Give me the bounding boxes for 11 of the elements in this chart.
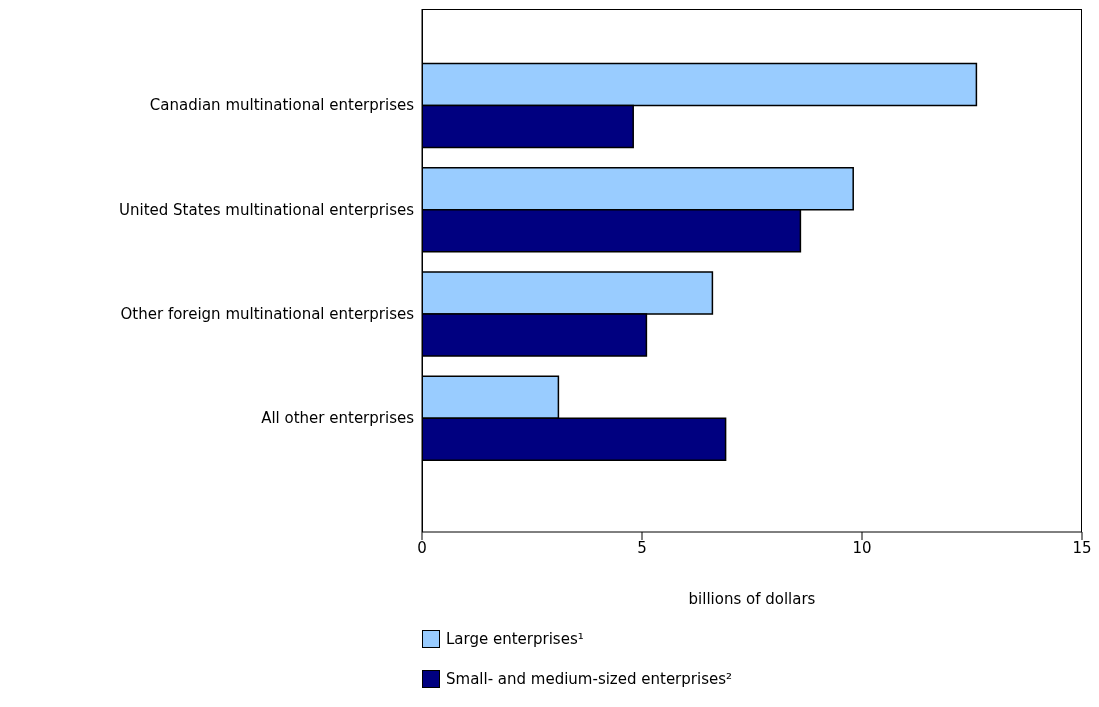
- y-tick-label: Other foreign multinational enterprises: [120, 304, 415, 323]
- y-tick-label: All other enterprises: [261, 409, 415, 428]
- legend-label: Small- and medium-sized enterprises²: [446, 670, 733, 688]
- x-axis-title: billions of dollars: [688, 590, 816, 608]
- legend-label: Large enterprises¹: [446, 630, 584, 648]
- x-tick-label: 0: [417, 538, 427, 557]
- x-tick-label: 5: [637, 538, 647, 557]
- x-tick-label: 15: [1072, 538, 1092, 557]
- y-tick-label: United States multinational enterprises: [119, 200, 415, 219]
- x-tick-label: 10: [852, 538, 872, 557]
- y-tick-label: Canadian multinational enterprises: [149, 96, 415, 115]
